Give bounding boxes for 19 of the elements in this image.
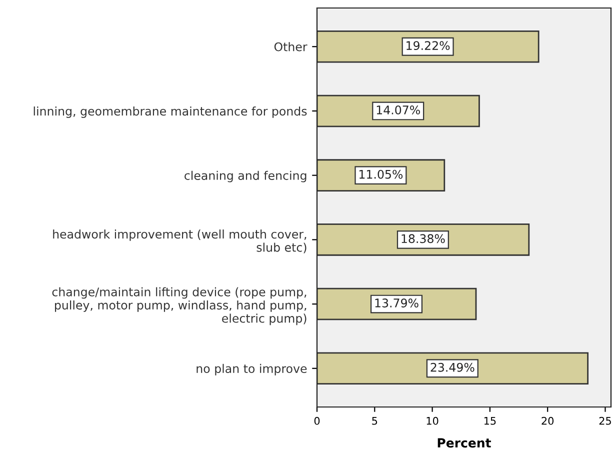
y-tick-label: no plan to improve [196, 364, 307, 376]
data-label: 11.05% [359, 170, 403, 179]
x-tick-label: 15 [484, 417, 496, 425]
data-label: 13.79% [375, 298, 418, 308]
x-tick-label: 20 [542, 416, 554, 425]
y-tick-label: Other [274, 42, 308, 52]
x-axis-title: Percent [438, 438, 491, 448]
data-label: 23.49% [430, 362, 474, 372]
y-tick-label: cleaning and fencing [184, 170, 306, 182]
y-tick-label: change/maintain lifting device (rope pump, pulley, motor pump, windlass, hand pump, electric pump) [52, 287, 306, 326]
x-tick-label: 0 [314, 416, 320, 425]
x-tick-label: 25 [599, 416, 611, 425]
data-label: 18.38% [402, 234, 445, 244]
y-tick-label: headwork improvement (well mouth cover, slub etc) [53, 229, 306, 254]
x-tick-label: 5 [372, 417, 378, 425]
data-label: 19.22% [406, 41, 450, 50]
data-label: 14.07% [376, 105, 420, 114]
x-tick-label: 10 [426, 416, 438, 425]
y-tick-label: linning, geomembrane maintenance for ponds [34, 106, 307, 118]
